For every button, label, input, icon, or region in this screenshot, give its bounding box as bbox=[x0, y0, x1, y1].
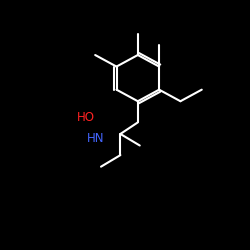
Text: HN: HN bbox=[86, 132, 104, 145]
Text: HO: HO bbox=[76, 111, 94, 124]
